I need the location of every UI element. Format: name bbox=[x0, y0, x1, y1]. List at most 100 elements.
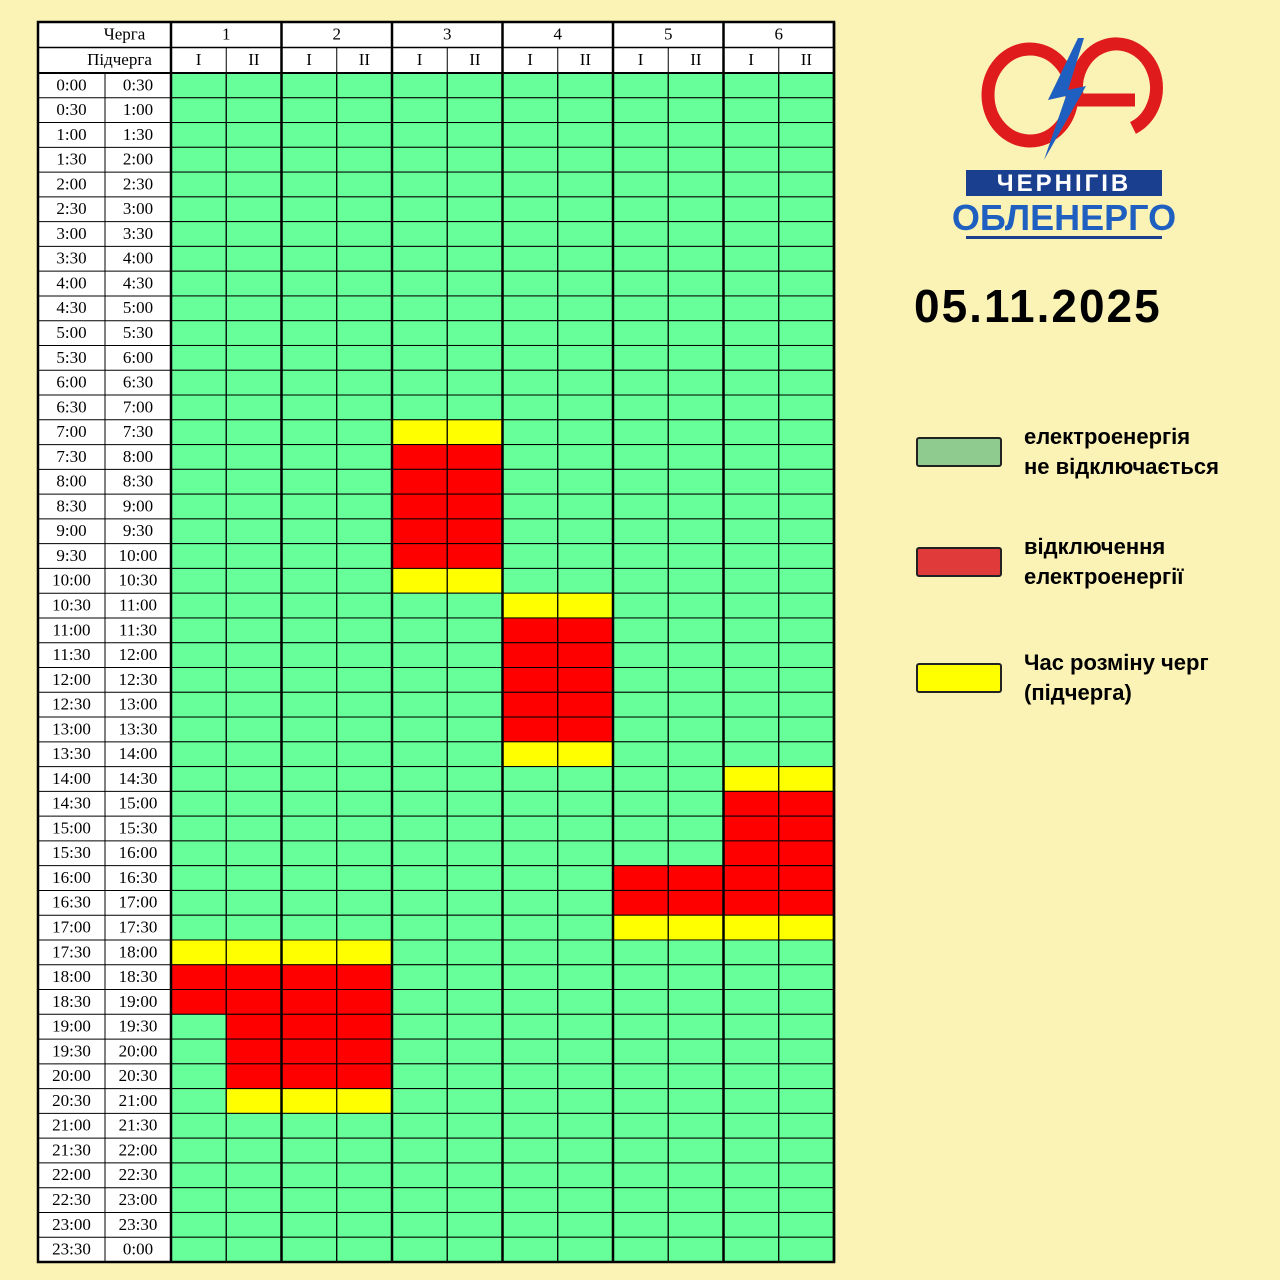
schedule-cell bbox=[336, 1162, 393, 1189]
schedule-cell bbox=[778, 667, 835, 693]
schedule-cell bbox=[391, 1187, 448, 1213]
time-to: 2:00 bbox=[123, 150, 153, 169]
schedule-cell bbox=[225, 766, 282, 792]
schedule-cell bbox=[557, 1063, 614, 1090]
schedule-cell bbox=[170, 196, 227, 223]
schedule-cell bbox=[612, 419, 669, 446]
schedule-cell bbox=[557, 865, 614, 891]
schedule-cell bbox=[612, 245, 669, 272]
schedule-cell bbox=[170, 1088, 227, 1114]
schedule-cell bbox=[502, 592, 559, 619]
schedule-cell bbox=[336, 567, 393, 594]
schedule-cell bbox=[170, 790, 227, 817]
time-from: 7:00 bbox=[56, 422, 86, 441]
schedule-cell bbox=[336, 815, 393, 842]
time-from: 4:30 bbox=[56, 298, 86, 317]
schedule-cell bbox=[502, 642, 559, 669]
schedule-cell bbox=[391, 493, 448, 520]
schedule-cell bbox=[778, 394, 835, 421]
schedule-cell bbox=[557, 245, 614, 272]
schedule-cell bbox=[336, 1137, 393, 1164]
schedule-cell bbox=[170, 914, 227, 941]
logo: ЧЕРНІГІВ ОБЛЕНЕРГО bbox=[952, 37, 1176, 239]
schedule-cell bbox=[557, 1211, 614, 1238]
time-from: 14:00 bbox=[52, 769, 91, 788]
time-to: 20:30 bbox=[119, 1066, 158, 1085]
schedule-cell bbox=[612, 865, 669, 891]
schedule-cell bbox=[667, 369, 724, 396]
schedule-cell bbox=[778, 567, 835, 594]
time-from: 5:00 bbox=[56, 323, 86, 342]
schedule-cell bbox=[391, 171, 448, 198]
time-from: 7:30 bbox=[56, 447, 86, 466]
schedule-cell bbox=[778, 270, 835, 297]
schedule-cell bbox=[502, 1013, 559, 1040]
schedule-cell bbox=[281, 270, 338, 297]
schedule-cell bbox=[502, 543, 559, 569]
schedule-cell bbox=[170, 642, 227, 669]
time-to: 23:00 bbox=[119, 1190, 158, 1209]
subqueue-number: II bbox=[469, 50, 481, 69]
schedule-cell bbox=[170, 766, 227, 792]
schedule-cell bbox=[502, 444, 559, 470]
schedule-cell bbox=[336, 444, 393, 470]
schedule-cell bbox=[557, 914, 614, 941]
schedule-cell bbox=[281, 493, 338, 520]
schedule-cell bbox=[225, 394, 282, 421]
schedule-cell bbox=[170, 394, 227, 421]
schedule-cell bbox=[723, 245, 780, 272]
schedule-cell bbox=[225, 989, 282, 1015]
schedule-cell bbox=[502, 196, 559, 223]
time-to: 23:30 bbox=[119, 1215, 158, 1234]
schedule-cell bbox=[502, 840, 559, 867]
time-to: 9:00 bbox=[123, 496, 153, 515]
schedule-cell bbox=[391, 270, 448, 297]
schedule-cell bbox=[723, 617, 780, 644]
schedule-cell bbox=[281, 1162, 338, 1189]
schedule-cell bbox=[667, 592, 724, 619]
schedule-cell bbox=[612, 989, 669, 1015]
schedule-cell bbox=[336, 1088, 393, 1114]
schedule-cell bbox=[336, 295, 393, 322]
schedule-cell bbox=[446, 543, 503, 569]
schedule-cell bbox=[336, 1112, 393, 1139]
schedule-cell bbox=[281, 865, 338, 891]
schedule-cell bbox=[391, 196, 448, 223]
legend-swatch bbox=[916, 547, 1002, 577]
schedule-cell bbox=[170, 122, 227, 148]
schedule-cell bbox=[557, 889, 614, 916]
schedule-cell bbox=[391, 617, 448, 644]
time-to: 10:00 bbox=[119, 546, 158, 565]
time-to: 17:30 bbox=[119, 918, 158, 937]
schedule-cell bbox=[391, 394, 448, 421]
schedule-cell bbox=[446, 840, 503, 867]
schedule-cell bbox=[446, 642, 503, 669]
schedule-cell bbox=[225, 221, 282, 247]
schedule-cell bbox=[170, 567, 227, 594]
schedule-cell bbox=[723, 1162, 780, 1189]
schedule-cell bbox=[170, 171, 227, 198]
time-to: 3:00 bbox=[123, 199, 153, 218]
schedule-cell bbox=[446, 245, 503, 272]
schedule-cell bbox=[723, 1088, 780, 1114]
schedule-cell bbox=[778, 889, 835, 916]
schedule-cell bbox=[667, 1211, 724, 1238]
schedule-cell bbox=[281, 344, 338, 371]
schedule-cell bbox=[667, 667, 724, 693]
schedule-cell bbox=[391, 741, 448, 768]
schedule-cell bbox=[446, 369, 503, 396]
schedule-cell bbox=[557, 815, 614, 842]
schedule-cell bbox=[170, 964, 227, 991]
schedule-cell bbox=[502, 790, 559, 817]
schedule-cell bbox=[281, 419, 338, 446]
schedule-cell bbox=[778, 369, 835, 396]
schedule-cell bbox=[336, 1211, 393, 1238]
schedule-cell bbox=[667, 964, 724, 991]
schedule-cell bbox=[281, 642, 338, 669]
schedule-cell bbox=[502, 1236, 559, 1263]
schedule-cell bbox=[778, 1236, 835, 1263]
time-from: 8:30 bbox=[56, 496, 86, 515]
schedule-cell bbox=[336, 146, 393, 173]
schedule-cell bbox=[667, 865, 724, 891]
subqueue-number: II bbox=[359, 50, 371, 69]
